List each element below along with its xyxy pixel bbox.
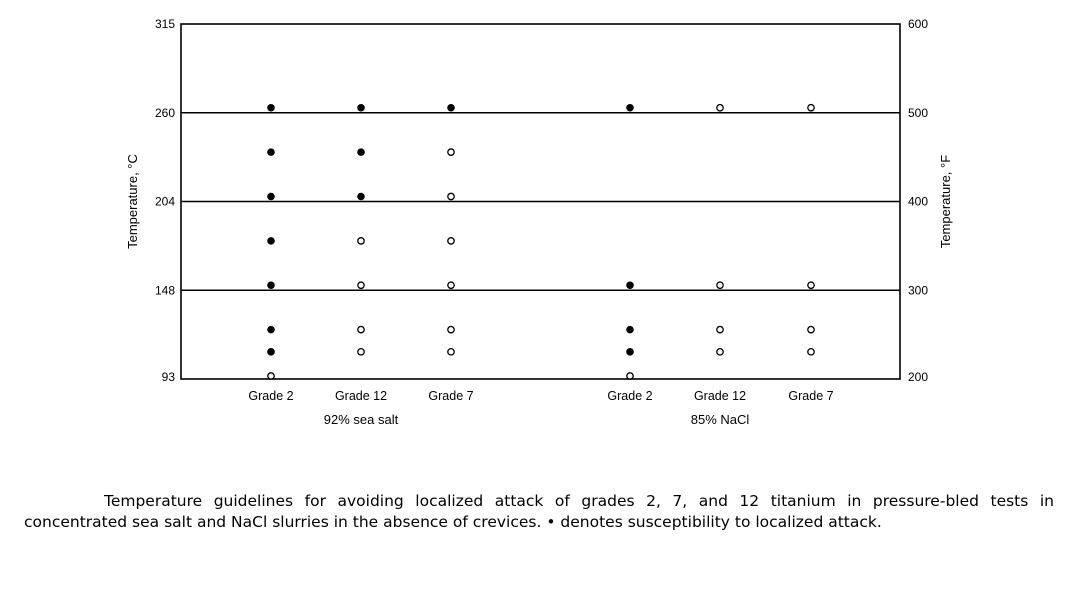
resistant-point	[357, 347, 365, 356]
resistant-point	[716, 281, 724, 290]
resistant-point	[626, 372, 634, 380]
resistant-point	[447, 347, 455, 356]
resistant-point	[357, 281, 365, 290]
susceptible-point	[626, 281, 634, 290]
resistant-point	[807, 347, 815, 356]
susceptible-point	[267, 281, 275, 290]
resistant-point	[716, 325, 724, 334]
temperature-chart: 315 600 260 500 204 400 148 300 93 200 Temperature…	[125, 17, 953, 427]
right-tick-label: 600	[908, 17, 928, 31]
susceptible-point	[267, 148, 275, 156]
resistant-point	[357, 325, 365, 334]
left-tick-label: 204	[155, 195, 175, 209]
resistant-point	[447, 325, 455, 334]
susceptible-point	[626, 348, 634, 356]
resistant-point	[716, 347, 724, 356]
resistant-point	[807, 325, 815, 334]
right-axis-title: Temperature, °F	[938, 155, 953, 248]
susceptible-point	[626, 103, 634, 112]
left-axis-title: Temperature, °C	[125, 154, 140, 249]
resistant-point	[447, 192, 455, 201]
resistant-point	[447, 237, 455, 245]
susceptible-point	[357, 148, 365, 156]
category-label: Grade 7	[428, 389, 473, 403]
susceptible-point	[267, 192, 275, 201]
susceptible-point	[267, 237, 275, 245]
resistant-point	[357, 237, 365, 245]
susceptible-point	[357, 103, 365, 112]
susceptible-point	[267, 325, 275, 334]
group-label: 85% NaCl	[691, 412, 750, 427]
group-label: 92% sea salt	[324, 412, 399, 427]
resistant-point	[807, 281, 815, 290]
resistant-point	[267, 372, 275, 380]
category-label: Grade 2	[607, 389, 652, 403]
susceptible-point	[447, 103, 455, 112]
susceptible-point	[267, 103, 275, 112]
category-label: Grade 12	[335, 389, 387, 403]
resistant-point	[447, 281, 455, 290]
category-label: Grade 12	[694, 389, 746, 403]
right-tick-label: 500	[908, 106, 928, 120]
category-label: Grade 7	[788, 389, 833, 403]
susceptible-point	[267, 348, 275, 356]
resistant-point	[716, 103, 724, 112]
susceptible-point	[357, 192, 365, 201]
left-tick-label: 93	[162, 370, 176, 384]
right-tick-label: 400	[908, 195, 928, 209]
left-tick-label: 148	[155, 283, 175, 297]
left-tick-label: 315	[155, 17, 175, 31]
susceptible-point	[626, 325, 634, 334]
category-label: Grade 2	[248, 389, 293, 403]
right-tick-label: 300	[908, 283, 928, 297]
right-tick-label: 200	[908, 370, 928, 384]
left-tick-label: 260	[155, 106, 175, 120]
figure-caption: Temperature guidelines for avoiding loca…	[24, 492, 1054, 531]
resistant-point	[447, 148, 455, 156]
resistant-point	[807, 103, 815, 112]
